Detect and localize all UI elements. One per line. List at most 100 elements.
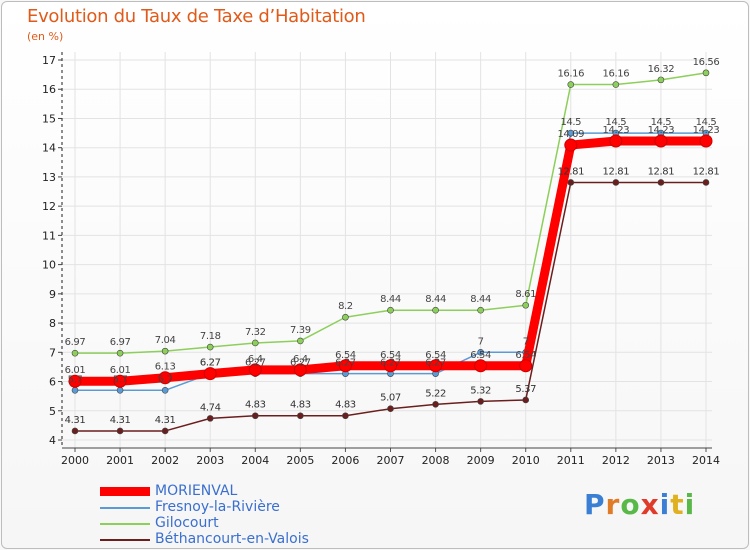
data-label: 14.23 xyxy=(603,125,630,136)
x-tick-label: 2003 xyxy=(196,454,224,467)
data-point xyxy=(432,306,439,314)
data-label: 4.83 xyxy=(245,400,266,411)
data-point xyxy=(116,349,124,357)
data-label: 4.31 xyxy=(65,415,86,426)
axes: 4 5 6 7 8 9 10 11 12 13 14 15 16 17 2000 2001 2002 2003 20… xyxy=(42,52,720,467)
data-label: 8.44 xyxy=(380,294,401,305)
data-point xyxy=(522,301,530,309)
data-label: 16.16 xyxy=(603,69,630,80)
data-point xyxy=(158,371,172,385)
y-tick-label: 15 xyxy=(42,112,56,125)
data-label: 12.81 xyxy=(648,166,675,177)
data-label: 6.4 xyxy=(248,354,263,365)
proxiti-logo: Proxiti xyxy=(584,488,695,521)
x-tick-label: 2005 xyxy=(286,454,314,467)
data-point xyxy=(477,349,484,356)
legend-label: Gilocourt xyxy=(155,515,219,531)
logo-letter: i xyxy=(659,488,671,521)
data-label: 7.18 xyxy=(200,331,221,342)
data-label: 7.39 xyxy=(290,325,311,336)
data-point xyxy=(116,427,124,435)
y-tick-label: 14 xyxy=(42,142,56,155)
x-tick-label: 2008 xyxy=(422,454,450,467)
logo-letter: r xyxy=(605,488,621,521)
data-point xyxy=(297,337,304,345)
x-tick-label: 2001 xyxy=(106,454,134,467)
y-tick-label: 6 xyxy=(49,376,56,389)
y-tick-label: 5 xyxy=(49,405,56,418)
x-tick-label: 2011 xyxy=(557,454,585,467)
logo-letter: t xyxy=(670,488,685,521)
data-label: 6.97 xyxy=(110,337,131,348)
data-label: 12.81 xyxy=(557,166,584,177)
y-tick-label: 8 xyxy=(49,317,56,330)
data-point xyxy=(71,427,79,435)
data-point xyxy=(564,138,578,152)
legend-label: Béthancourt-en-Valois xyxy=(155,531,309,547)
data-point xyxy=(206,343,214,351)
data-point xyxy=(477,306,484,314)
data-point xyxy=(387,405,394,413)
x-tick-label: 2012 xyxy=(602,454,630,467)
data-label: 6.27 xyxy=(245,358,266,369)
data-point xyxy=(342,412,349,420)
data-label: 16.16 xyxy=(557,69,584,80)
data-point xyxy=(657,179,665,186)
data-point xyxy=(387,306,394,314)
data-label: 8.61 xyxy=(515,289,536,300)
y-tick-label: 16 xyxy=(42,83,56,96)
data-label: 6.54 xyxy=(335,350,356,361)
data-label: 6.01 xyxy=(110,365,131,376)
data-labels-layer: 6.01 6.01 6.13 6.27 6.4 6.4 6.54 6.54 6.54 6.54 6.… xyxy=(65,57,720,426)
x-tick-label: 2013 xyxy=(647,454,675,467)
data-label: 6.54 xyxy=(425,350,446,361)
data-point xyxy=(654,134,668,148)
data-label: 4.83 xyxy=(335,400,356,411)
data-label: 5.7 xyxy=(68,374,83,385)
data-label: 4.74 xyxy=(200,402,221,413)
data-point xyxy=(297,412,304,420)
data-label: 6.54 xyxy=(515,350,536,361)
legend-label: Fresnoy-la-Rivière xyxy=(155,499,280,515)
legend-swatch xyxy=(100,507,150,509)
y-tick-label: 13 xyxy=(42,171,56,184)
data-point xyxy=(161,347,169,355)
data-label: 4.83 xyxy=(290,400,311,411)
data-label: 6.13 xyxy=(155,362,176,373)
data-label: 12.81 xyxy=(603,166,630,177)
x-tick-label: 2002 xyxy=(151,454,179,467)
data-label: 16.56 xyxy=(693,57,720,68)
y-tick-label: 10 xyxy=(42,259,56,272)
logo-letter: x xyxy=(640,488,660,521)
data-label: 14.23 xyxy=(693,125,720,136)
data-label: 5.7 xyxy=(158,374,173,385)
data-label: 7.32 xyxy=(245,327,266,338)
data-label: 14.5 xyxy=(560,117,581,128)
x-tick-label: 2007 xyxy=(377,454,405,467)
data-label: 14.5 xyxy=(606,117,627,128)
data-label: 12.81 xyxy=(693,166,720,177)
data-point xyxy=(474,359,488,373)
data-point xyxy=(384,359,397,373)
data-label: 6.4 xyxy=(293,354,308,365)
data-label: 4.31 xyxy=(155,415,176,426)
legend-swatch xyxy=(100,523,150,525)
data-point xyxy=(657,76,665,84)
data-point xyxy=(71,387,79,394)
y-tick-label: 12 xyxy=(42,200,56,213)
chart-subtitle: (en %) xyxy=(27,30,64,43)
data-label: 7 xyxy=(523,336,529,347)
y-tick-label: 11 xyxy=(42,229,56,242)
data-label: 7 xyxy=(478,336,484,347)
legend-label: MORIENVAL xyxy=(155,483,238,499)
data-label: 6.01 xyxy=(65,365,86,376)
data-label: 8.2 xyxy=(338,301,353,312)
data-label: 14.09 xyxy=(557,129,584,140)
data-label: 6.27 xyxy=(200,358,221,369)
legend-swatch xyxy=(100,487,150,496)
data-point xyxy=(71,349,79,357)
data-point xyxy=(342,313,349,321)
data-label: 5.7 xyxy=(113,374,128,385)
y-tick-label: 9 xyxy=(49,288,56,301)
data-point xyxy=(338,359,352,373)
